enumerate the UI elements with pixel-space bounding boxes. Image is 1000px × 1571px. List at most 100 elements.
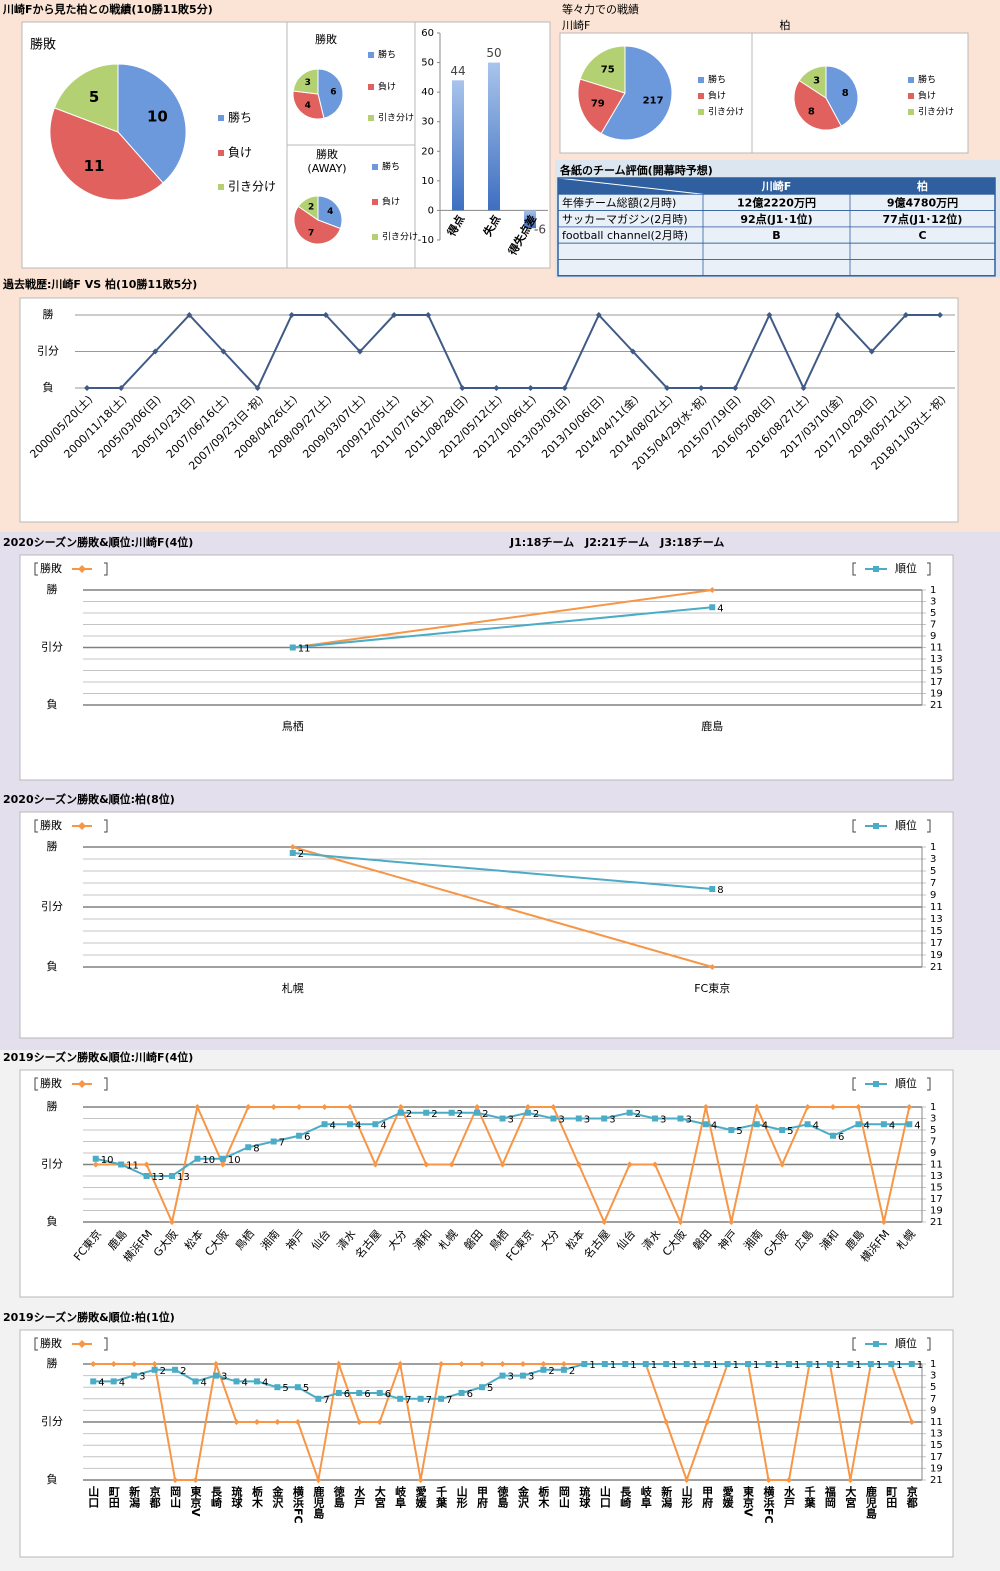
- marker: [622, 1361, 629, 1367]
- marker: [143, 1173, 150, 1179]
- x-tick-label: 大宮: [844, 1485, 857, 1509]
- marker: [888, 1361, 895, 1367]
- table-cell: football channel(2月時): [562, 229, 688, 242]
- legend-label: 勝ち: [378, 49, 396, 61]
- marker: [765, 1477, 772, 1483]
- y2-tick-label: 5: [930, 1125, 936, 1136]
- y2-tick-label: 15: [930, 1440, 943, 1451]
- value-label: 4: [380, 1120, 386, 1131]
- y2-tick-label: 3: [930, 597, 936, 608]
- x-tick-label: 水戸: [353, 1485, 366, 1509]
- x-tick-label: 新潟: [660, 1485, 673, 1509]
- legend-marker: [873, 1081, 879, 1087]
- marker: [724, 1361, 731, 1367]
- y2-tick-label: 19: [930, 950, 943, 961]
- marker: [550, 1115, 557, 1122]
- line: [292, 852, 713, 890]
- marker: [800, 385, 807, 391]
- marker: [152, 348, 159, 355]
- value-label: 5: [736, 1126, 742, 1137]
- marker: [172, 1366, 179, 1373]
- marker: [826, 1361, 833, 1367]
- marker: [561, 385, 568, 391]
- value-label: 1: [855, 1360, 861, 1371]
- marker: [540, 1366, 547, 1373]
- marker: [172, 1477, 179, 1483]
- y2-tick-label: 1: [930, 1102, 936, 1113]
- marker: [92, 1161, 99, 1168]
- legend-label: 順位: [895, 1076, 917, 1090]
- y2-tick-label: 9: [930, 631, 936, 642]
- y-tick-label: 勝: [47, 1099, 58, 1113]
- pie-slice: [317, 195, 343, 230]
- value-label: 1: [917, 1360, 923, 1371]
- value-label: 2: [298, 849, 304, 860]
- x-tick-label: 水戸: [782, 1485, 795, 1509]
- value-label: 3: [558, 1115, 564, 1126]
- chart-title: 2020シーズン勝敗&順位:川崎F(4位): [3, 535, 193, 549]
- legend-swatch: [698, 93, 704, 99]
- y2-tick-label: 9: [930, 890, 936, 901]
- bar: [524, 210, 536, 229]
- legend-marker: [873, 1341, 879, 1347]
- marker: [321, 1104, 328, 1110]
- legend-bracket: [852, 562, 856, 576]
- panel: [19, 811, 954, 1039]
- marker: [560, 1366, 567, 1373]
- marker: [575, 1115, 582, 1122]
- x-tick-label: 京都: [905, 1485, 919, 1509]
- legend-bracket: [34, 819, 38, 833]
- marker: [289, 644, 296, 651]
- marker: [479, 1361, 486, 1367]
- chart-title: 2020シーズン勝敗&順位:柏(8位): [3, 792, 175, 806]
- marker: [423, 1109, 430, 1116]
- value-label: 4: [201, 1377, 207, 1388]
- chart-title: 過去戦歴:川崎F VS 柏(10勝11敗5分): [2, 277, 197, 291]
- marker: [438, 1361, 445, 1367]
- legend-marker: [78, 822, 86, 830]
- panel: [19, 554, 954, 781]
- pie-slice: [49, 107, 164, 201]
- marker: [664, 385, 671, 391]
- marker: [376, 1419, 383, 1425]
- legend-label: 勝敗: [40, 1336, 62, 1350]
- value-label: 5: [787, 1126, 793, 1137]
- x-tick-label: 横浜FC: [291, 1485, 304, 1524]
- y-tick-label: 負: [47, 1215, 58, 1228]
- table-cell: 12億2220万円: [737, 195, 816, 209]
- marker: [346, 1104, 353, 1110]
- panel: [19, 1069, 954, 1298]
- marker: [270, 1104, 277, 1110]
- annotation: J1:18チーム J2:21チーム J3:18チーム: [509, 536, 724, 549]
- y-tick-label: 負: [47, 1473, 58, 1486]
- legend-label: 負け: [378, 81, 396, 93]
- y2-tick-label: 19: [930, 1463, 943, 1474]
- y-tick-label: 勝: [47, 1356, 58, 1370]
- line: [292, 606, 713, 649]
- y2-tick-label: 21: [930, 962, 943, 973]
- y-tick-label: 20: [421, 146, 434, 157]
- table-title: 各紙のチーム評価(開幕時予想): [559, 163, 713, 177]
- y2-tick-label: 1: [930, 842, 936, 853]
- marker: [908, 1419, 915, 1425]
- legend-marker: [78, 1340, 86, 1348]
- y2-tick-label: 7: [930, 1137, 936, 1148]
- value-label: 3: [528, 1372, 534, 1383]
- marker: [131, 1361, 138, 1367]
- y2-tick-label: 21: [930, 1475, 943, 1486]
- x-tick-label: 東京V: [742, 1485, 755, 1517]
- value-label: 1: [733, 1360, 739, 1371]
- marker: [524, 1104, 531, 1110]
- marker: [765, 1361, 772, 1367]
- marker: [90, 1361, 97, 1367]
- value-label: 3: [508, 1372, 514, 1383]
- value-label: 2: [180, 1366, 186, 1377]
- pie-label: 79: [591, 98, 605, 109]
- legend-bracket: [104, 1077, 108, 1091]
- marker: [677, 1219, 684, 1225]
- value-label: 44: [450, 64, 465, 78]
- y2-tick-label: 3: [930, 1371, 936, 1382]
- marker: [642, 1361, 649, 1367]
- legend-swatch: [372, 164, 378, 170]
- marker: [867, 1361, 874, 1367]
